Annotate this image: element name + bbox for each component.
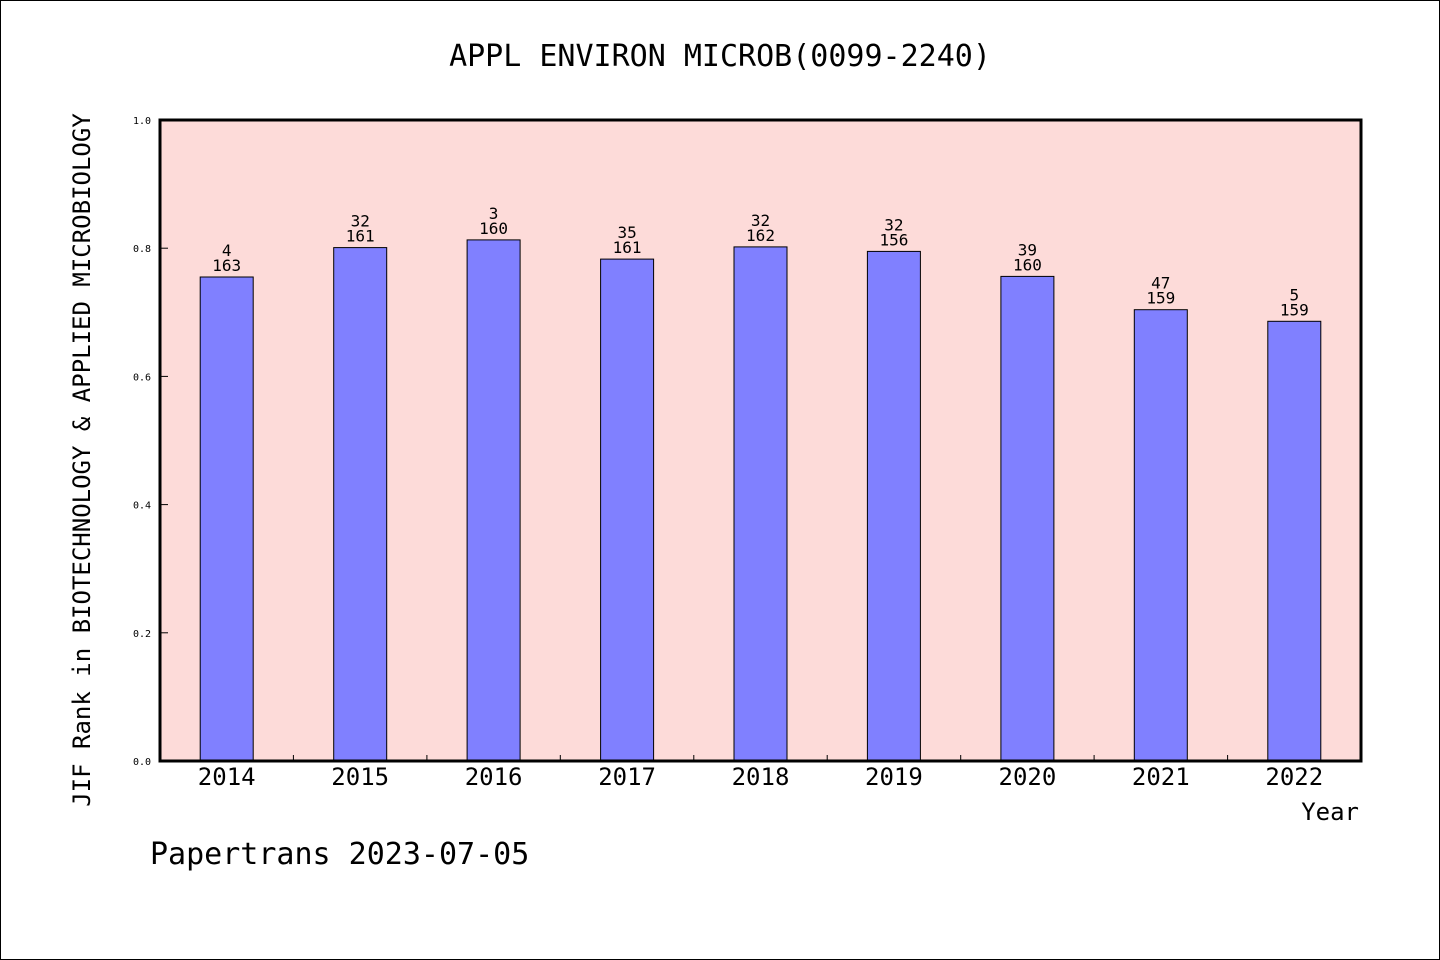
bar-total-label: 162 [746, 226, 775, 245]
bar-2017 [600, 258, 655, 762]
x-axis-ticks: 2014 2015 2016 2017 2018 2019 2020 2021 2022 [198, 755, 1323, 791]
y-tick-label: 0.4 [133, 501, 151, 512]
bar-2019 [866, 250, 921, 762]
bar-rank-label: 35 [617, 223, 636, 242]
bar-total-label: 160 [479, 219, 508, 238]
x-tick-label: 2014 [198, 763, 256, 791]
plot-border [158, 118, 1363, 763]
x-tick-label: 2016 [465, 763, 523, 791]
bar-2016 [466, 239, 521, 762]
bar-rank-label: 32 [351, 212, 370, 231]
y-tick-label: 0.8 [133, 244, 151, 255]
bar-total-label: 156 [879, 230, 908, 249]
x-tick-label: 2021 [1132, 763, 1190, 791]
y-tick-label: 0.2 [133, 629, 151, 640]
bar-rank-label: 5 [1289, 285, 1299, 304]
footer-text: Papertrans 2023-07-05 [150, 837, 529, 872]
x-tick-label: 2015 [331, 763, 389, 791]
bar-rank-label: 4 [222, 241, 232, 260]
x-tick-label: 2017 [598, 763, 656, 791]
bar-total-label: 159 [1280, 300, 1309, 319]
bar-2022 [1267, 320, 1322, 762]
x-tick-label: 2022 [1265, 763, 1323, 791]
bar-2014 [199, 276, 254, 762]
x-axis-label: Year [1301, 798, 1359, 826]
y-axis-label: JIF Rank in BIOTECHNOLOGY & APPLIED MICR… [68, 113, 96, 807]
bar-rank-label: 3 [489, 204, 499, 223]
bar-rank-label: 47 [1151, 274, 1170, 293]
y-tick-label: 0.0 [133, 757, 151, 768]
chart-title: APPL ENVIRON MICROB(0099-2240) [449, 39, 991, 74]
bar-total-label: 163 [212, 256, 241, 275]
y-tick-label: 1.0 [133, 116, 151, 127]
x-tick-label: 2018 [732, 763, 790, 791]
x-tick-label: 2020 [999, 763, 1057, 791]
bar-total-label: 159 [1146, 289, 1175, 308]
y-axis-ticks: 0.0 0.2 0.4 0.6 0.8 1.0 [133, 116, 168, 768]
bar-total-label: 160 [1013, 255, 1042, 274]
bar-rank-label: 39 [1018, 240, 1037, 259]
x-tick-label: 2019 [865, 763, 923, 791]
bar-2020 [1000, 275, 1055, 762]
bar-total-label: 161 [346, 227, 375, 246]
y-tick-label: 0.6 [133, 372, 151, 383]
bar-total-label: 161 [613, 238, 642, 257]
bar-2015 [333, 247, 388, 762]
bar-2018 [733, 246, 788, 762]
bar-rank-label: 32 [884, 215, 903, 234]
bar-2021 [1133, 309, 1188, 762]
bar-rank-label: 32 [751, 211, 770, 230]
